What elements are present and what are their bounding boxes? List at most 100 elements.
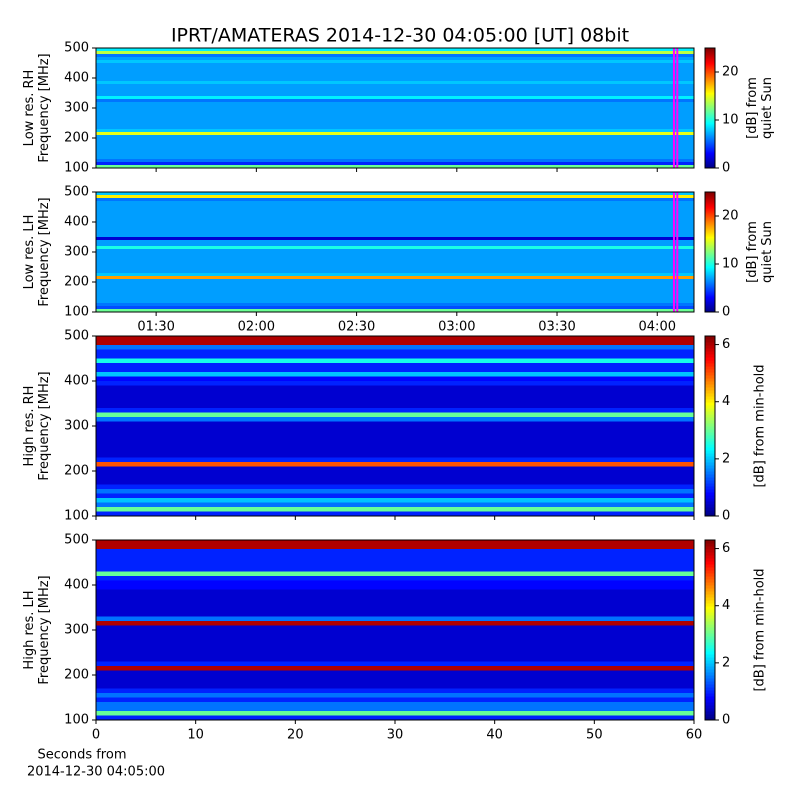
heatmap-cell — [96, 201, 694, 204]
colorbar-step — [705, 468, 715, 472]
heatmap-cell — [96, 234, 694, 237]
colorbar-step — [705, 399, 715, 403]
colorbar-step — [705, 702, 715, 706]
heatmap-cell — [96, 282, 694, 285]
colorbar-step — [705, 585, 715, 589]
colorbar-step — [705, 114, 715, 117]
colorbar-step — [705, 298, 715, 301]
heatmap-cell — [96, 48, 694, 51]
heatmap-cell — [96, 652, 694, 657]
colorbar-step — [705, 278, 715, 281]
heatmap-cell — [96, 78, 694, 81]
colorbar-step — [705, 160, 715, 163]
x-tick-label: 10 — [187, 728, 204, 743]
colorbar-step — [705, 408, 715, 412]
heatmap-cell — [96, 489, 694, 494]
y-tick-label: 200 — [64, 464, 89, 479]
heatmap-cell — [96, 475, 694, 480]
heatmap-cell — [96, 255, 694, 258]
colorbar-step — [705, 152, 715, 155]
heatmap-cell — [96, 616, 694, 621]
colorbar-step — [705, 591, 715, 595]
heatmap-cell — [96, 466, 694, 471]
colorbar-step — [705, 348, 715, 352]
colorbar-step — [705, 567, 715, 571]
heatmap-cell — [96, 108, 694, 111]
heatmap-cell — [96, 457, 694, 462]
heatmap-cell — [96, 385, 694, 390]
colorbar-tick-label: 2 — [722, 655, 730, 670]
heatmap-cell — [96, 195, 694, 198]
heatmap-cell — [96, 670, 694, 675]
colorbar-step — [705, 486, 715, 490]
colorbar-step — [705, 240, 715, 243]
colorbar-frame — [704, 191, 716, 313]
colorbar-step — [705, 444, 715, 448]
colorbar-step — [705, 102, 715, 105]
y-tick-label: 400 — [64, 374, 89, 389]
heatmap-cell — [96, 285, 694, 288]
heatmap-cell — [96, 439, 694, 444]
x-tick-label: 03:00 — [438, 320, 475, 335]
colorbar-tick-label: 20 — [722, 65, 739, 80]
heatmap-cell — [96, 207, 694, 210]
colorbar-step — [705, 130, 715, 133]
colorbar-step — [705, 357, 715, 361]
y-tick-label: 300 — [64, 623, 89, 638]
heatmap-cell — [96, 219, 694, 222]
colorbar-step — [705, 60, 715, 63]
heatmap-cell — [96, 444, 694, 449]
colorbar-step — [705, 618, 715, 622]
colorbar-step — [705, 573, 715, 577]
heatmap-cell — [96, 297, 694, 300]
colorbar-step — [705, 250, 715, 253]
heatmap-cell — [96, 630, 694, 635]
colorbar-step — [705, 645, 715, 649]
colorbar-tick-label: 4 — [722, 394, 730, 409]
colorbar-step — [705, 96, 715, 99]
colorbar-step — [705, 140, 715, 143]
colorbar-step — [705, 471, 715, 475]
colorbar-step — [705, 200, 715, 203]
heatmap-cell — [96, 300, 694, 303]
heatmap-cell — [96, 60, 694, 63]
colorbar-step — [705, 136, 715, 139]
heatmap-cell — [96, 69, 694, 72]
y-tick-label: 100 — [64, 509, 89, 524]
colorbar-step — [705, 292, 715, 295]
colorbar-step — [705, 381, 715, 385]
colorbar-step — [705, 411, 715, 415]
colorbar-step — [705, 68, 715, 71]
colorbar-step — [705, 58, 715, 61]
heatmap-cell — [96, 594, 694, 599]
heatmap-cell — [96, 252, 694, 255]
colorbar-tick-label: 20 — [722, 209, 739, 224]
heatmap-cell — [96, 81, 694, 84]
colorbar-step — [705, 112, 715, 115]
heatmap-cell — [96, 502, 694, 507]
colorbar-step — [705, 600, 715, 604]
colorbar-step — [705, 138, 715, 141]
colorbar-step — [705, 429, 715, 433]
heatmap-cell — [96, 648, 694, 653]
heatmap-cell — [96, 258, 694, 261]
colorbar-step — [705, 633, 715, 637]
colorbar-step — [705, 202, 715, 205]
y-tick-label: 200 — [64, 131, 89, 146]
y-tick-label: 100 — [64, 161, 89, 176]
colorbar-step — [705, 198, 715, 201]
y-tick-label: 500 — [64, 533, 89, 548]
colorbar-step — [705, 226, 715, 229]
colorbar-step — [705, 54, 715, 57]
colorbar-step — [705, 477, 715, 481]
y-tick-label: 300 — [64, 245, 89, 260]
x-tick-label: 02:30 — [338, 320, 375, 335]
colorbar-step — [705, 696, 715, 700]
colorbar-step — [705, 134, 715, 137]
colorbar-step — [705, 570, 715, 574]
colorbar-step — [705, 366, 715, 370]
colorbar-step — [705, 98, 715, 101]
heatmap-cell — [96, 448, 694, 453]
colorbar-step — [705, 262, 715, 265]
y-axis-label: Frequency [MHz] — [37, 371, 52, 480]
